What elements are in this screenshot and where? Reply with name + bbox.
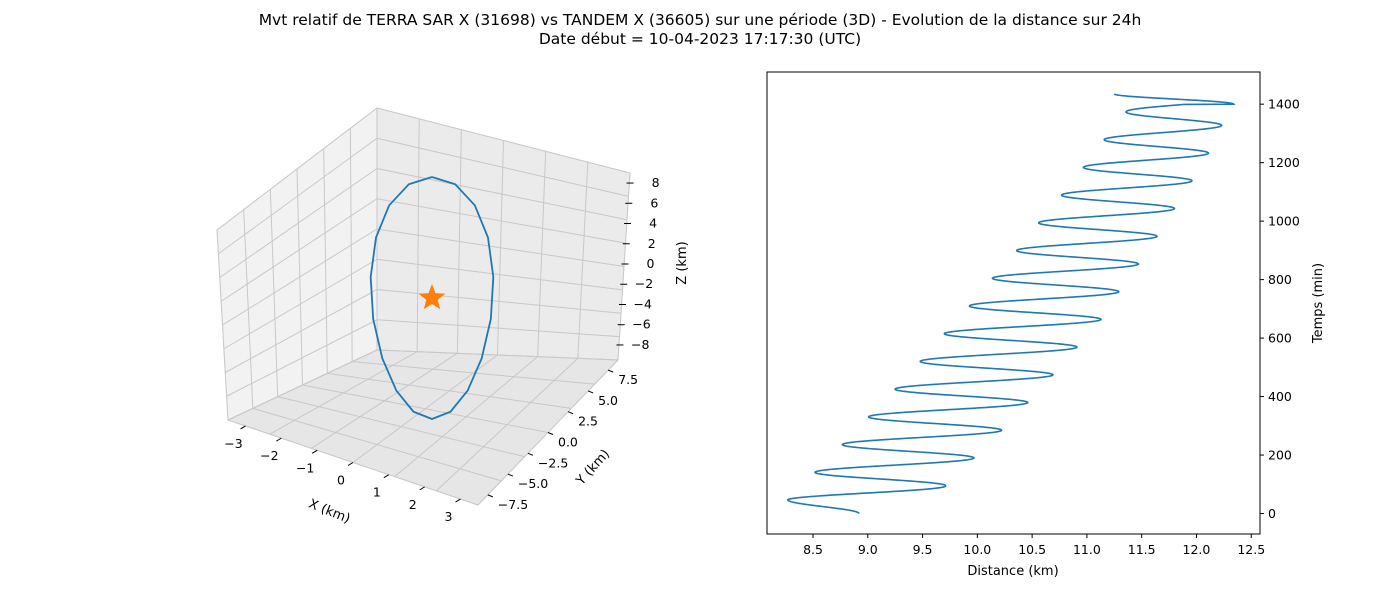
y-tick-label-3d: −5.0 xyxy=(518,476,548,491)
x-tick-label-2d: 10.0 xyxy=(963,542,991,557)
grid-line xyxy=(220,198,626,302)
y-tick-label-3d: 5.0 xyxy=(598,393,618,408)
z-tick-label-3d: 2 xyxy=(648,236,656,251)
y-tick-label-3d: 0.0 xyxy=(558,435,578,450)
axes-2d: 8.5 9.0 9.5 10.0 10.5 11.0 11.5 12.0 12.5 0 200 400… xyxy=(803,97,1300,557)
grid-3d xyxy=(216,107,631,506)
origin-star-marker xyxy=(418,284,446,310)
y-tick-3d xyxy=(547,432,554,435)
x-tick-3d xyxy=(419,486,425,491)
y-axis-label-3d: Y (km) xyxy=(573,447,613,489)
grid-line xyxy=(216,107,631,231)
x-tick-label-3d: 0 xyxy=(337,473,345,488)
x-tick-label-3d: 3 xyxy=(445,509,453,524)
x-axis-label-2d: Distance (km) xyxy=(967,564,1058,579)
plot-frame xyxy=(766,71,1261,535)
y-tick-3d xyxy=(567,411,574,415)
x-tick-label-2d: 9.0 xyxy=(858,542,878,557)
z-tick-label-3d: −2 xyxy=(635,276,653,291)
x-tick-3d xyxy=(311,449,318,454)
y-tick-label-2d: 200 xyxy=(1268,448,1292,463)
z-tick-label-3d: −4 xyxy=(634,296,652,311)
x-tick-label-2d: 11.5 xyxy=(1128,542,1156,557)
y-tick-label-2d: 600 xyxy=(1268,331,1292,346)
y-tick-3d xyxy=(608,369,614,373)
y-tick-label-2d: 800 xyxy=(1268,272,1292,287)
y-tick-label-2d: 1200 xyxy=(1268,155,1300,170)
y-tick-label-2d: 1400 xyxy=(1268,97,1300,112)
x-tick-label-2d: 8.5 xyxy=(803,542,823,557)
x-tick-label-2d: 12.0 xyxy=(1183,542,1211,557)
grid-line xyxy=(219,167,628,278)
y-tick-3d xyxy=(487,494,493,498)
y-axis-label-2d: Temps (min) xyxy=(1311,263,1326,344)
grid-line xyxy=(222,228,625,326)
z-tick-label-3d: 8 xyxy=(652,175,660,190)
x-tick-label-2d: 11.0 xyxy=(1073,542,1101,557)
x-tick-3d xyxy=(383,474,390,479)
y-tick-label-3d: −7.5 xyxy=(498,497,528,512)
x-axis-label-3d: X (km) xyxy=(306,497,352,527)
figure-subtitle: Date début = 10-04-2023 17:17:30 (UTC) xyxy=(539,30,861,48)
x-tick-label-2d: 12.5 xyxy=(1237,542,1265,557)
z-tick-label-3d: 6 xyxy=(650,195,658,210)
y-tick-label-3d: 7.5 xyxy=(618,372,638,387)
z-tick-label-3d: −8 xyxy=(631,337,649,352)
grid-line xyxy=(435,357,579,492)
grid-line xyxy=(226,319,620,397)
x-tick-3d xyxy=(347,462,354,466)
plot-distance-vs-time: 8.5 9.0 9.5 10.0 10.5 11.0 11.5 12.0 12.5 0 200 400… xyxy=(766,71,1326,579)
z-tick-label-3d: 4 xyxy=(649,216,657,231)
grid-line xyxy=(218,137,629,255)
y-tick-3d xyxy=(587,390,594,394)
x-tick-label-2d: 9.5 xyxy=(913,542,933,557)
z-tick-label-3d: −6 xyxy=(632,317,650,332)
x-tick-label-3d: 1 xyxy=(373,485,381,500)
x-tick-label-3d: −2 xyxy=(260,448,278,463)
plot-3d-relative-motion: −3 −2 −1 0 1 2 3 −7.5 −5.0 −2.5 0.02.55.07.5 −8 −6 −4… xyxy=(216,106,690,527)
x-tick-label-3d: 2 xyxy=(409,497,417,512)
y-tick-3d xyxy=(527,452,534,456)
y-tick-label-3d: −2.5 xyxy=(538,455,568,470)
y-tick-label-2d: 1000 xyxy=(1268,214,1300,229)
x-tick-label-2d: 10.5 xyxy=(1018,542,1046,557)
x-tick-3d xyxy=(276,437,282,442)
y-tick-3d xyxy=(507,473,514,477)
y-tick-label-2d: 0 xyxy=(1268,506,1276,521)
x-tick-label-3d: −3 xyxy=(224,436,242,451)
trajectory-3d xyxy=(369,176,495,420)
distance-line xyxy=(786,93,1236,514)
trajectory-line-3d xyxy=(369,176,495,420)
x-tick-label-3d: −1 xyxy=(296,460,314,475)
grid-line xyxy=(376,349,619,361)
z-axis-label-3d: Z (km) xyxy=(675,241,690,284)
figure-title: Mvt relatif de TERRA SAR X (31698) vs TA… xyxy=(259,11,1142,29)
x-tick-3d xyxy=(240,425,246,430)
axes-3d: −3 −2 −1 0 1 2 3 −7.5 −5.0 −2.5 0.02.55.07.5 −8 −6 −4… xyxy=(224,175,659,524)
x-tick-3d xyxy=(455,498,461,503)
grid-line xyxy=(223,258,623,350)
y-tick-label-3d: 2.5 xyxy=(578,414,598,429)
y-tick-label-2d: 400 xyxy=(1268,389,1292,404)
z-tick-label-3d: 0 xyxy=(647,256,655,271)
grid-line xyxy=(225,288,622,373)
